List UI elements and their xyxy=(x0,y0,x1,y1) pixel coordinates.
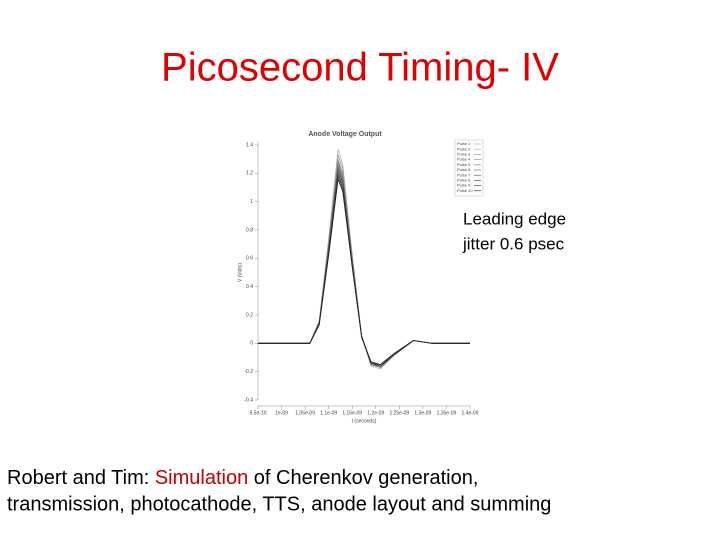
y-tick-label: 1.4 xyxy=(246,142,253,148)
y-tick-label: 0.8 xyxy=(246,227,253,233)
x-tick-label: 1.2e-09 xyxy=(367,410,384,416)
series-line xyxy=(258,159,470,368)
series-line xyxy=(258,161,470,368)
y-tick-label: 1.2 xyxy=(246,171,253,177)
footer-text: transmission, photocathode, TTS, anode l… xyxy=(7,493,551,515)
y-tick-label: -0.4 xyxy=(244,397,253,403)
y-tick-label: 0.4 xyxy=(246,284,253,290)
x-axis-label: t (seconds) xyxy=(352,418,377,424)
legend-label: Pulse 2 xyxy=(457,146,471,151)
series-line xyxy=(258,178,470,366)
footer-text: Robert and Tim: Simulation of Cherenkov … xyxy=(7,467,478,489)
x-tick-label: 1.1e-09 xyxy=(320,410,337,416)
y-tick-label: 0.6 xyxy=(246,256,253,262)
legend-label: Pulse 6 xyxy=(457,167,471,172)
footer-highlight: Simulation xyxy=(155,467,248,489)
legend-label: Pulse 10 xyxy=(457,188,473,193)
legend-label: Pulse 4 xyxy=(457,157,471,162)
series-line xyxy=(258,173,470,367)
chart-title: Anode Voltage Output xyxy=(308,131,382,138)
x-tick-label: 1.4e-09 xyxy=(462,410,479,416)
legend-label: Pulse 3 xyxy=(457,151,471,156)
legend-label: Pulse 8 xyxy=(457,177,471,182)
legend-label: Pulse 9 xyxy=(457,183,471,188)
footer-part: Robert and Tim: xyxy=(7,467,155,489)
series-line xyxy=(258,154,470,368)
series-line xyxy=(258,164,470,367)
legend-label: Pulse 1 xyxy=(457,141,471,146)
x-tick-label: 1e-09 xyxy=(275,410,288,416)
series-line xyxy=(258,176,470,366)
legend-label: Pulse 7 xyxy=(457,172,471,177)
x-tick-label: 1.25e-09 xyxy=(389,410,409,416)
annotation: Leading edge xyxy=(463,209,566,228)
annotation: jitter 0.6 psec xyxy=(462,234,565,253)
x-tick-label: 9.5e-10 xyxy=(250,410,267,416)
series-line xyxy=(258,170,470,367)
series-line xyxy=(258,167,470,367)
y-tick-label: -0.2 xyxy=(244,369,253,375)
y-tick-label: 1 xyxy=(250,199,253,205)
y-tick-label: 0.2 xyxy=(246,312,253,318)
slide-title: Picosecond Timing- IV xyxy=(161,46,559,90)
y-tick-label: 0 xyxy=(250,341,253,347)
series-line xyxy=(258,149,470,370)
x-tick-label: 1.35e-09 xyxy=(437,410,457,416)
x-tick-label: 1.15e-09 xyxy=(342,410,362,416)
x-tick-label: 1.3e-09 xyxy=(414,410,431,416)
x-tick-label: 1.05e-09 xyxy=(295,410,315,416)
footer-part: of Cherenkov generation, xyxy=(248,467,478,489)
y-axis-label: V (Volts) xyxy=(237,263,243,282)
legend-label: Pulse 5 xyxy=(457,162,471,167)
